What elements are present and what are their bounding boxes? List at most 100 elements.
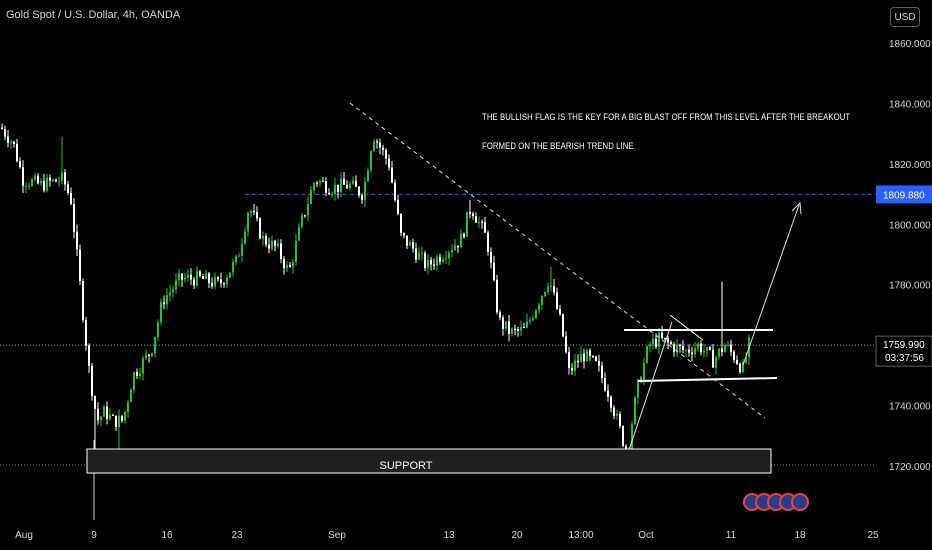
- candle-down: [19, 161, 21, 168]
- y-tick-label: 1740.000: [889, 402, 931, 413]
- candle-down: [562, 314, 564, 337]
- candle-down: [136, 372, 138, 376]
- candle-down: [601, 365, 603, 379]
- candle-down: [325, 181, 327, 193]
- candle-up: [478, 221, 480, 223]
- candle-up: [310, 190, 312, 204]
- candle-up: [160, 302, 162, 323]
- candle-down: [610, 396, 612, 408]
- candle-up: [421, 253, 423, 255]
- x-tick-label: 20: [511, 530, 523, 541]
- candle-down: [376, 141, 378, 143]
- candle-down: [439, 256, 441, 262]
- support-zone[interactable]: SUPPORT: [86, 448, 772, 474]
- candle-down: [661, 332, 663, 338]
- projection-arrow[interactable]: [742, 204, 800, 366]
- currency-button[interactable]: USD: [890, 7, 920, 27]
- candle-up: [31, 179, 33, 186]
- candle-up: [658, 332, 660, 347]
- price-axis: 1860.000 1840.000 1820.000 1800.000 1780.000…: [875, 39, 932, 473]
- candle-down: [16, 143, 18, 162]
- candle-up: [715, 356, 717, 368]
- candle-down: [382, 147, 384, 150]
- candle-up: [445, 258, 447, 260]
- candle-up: [427, 259, 429, 269]
- candle-up: [340, 178, 342, 192]
- candle-down: [289, 264, 291, 267]
- candle-up: [40, 180, 42, 184]
- candle-down: [556, 292, 558, 309]
- candle-up: [25, 185, 27, 187]
- candle-down: [709, 347, 711, 350]
- candle-up: [235, 255, 237, 263]
- candle-down: [604, 378, 606, 391]
- candle-up: [694, 348, 696, 355]
- support-label: SUPPORT: [380, 460, 433, 472]
- candle-down: [739, 363, 741, 372]
- candle-up: [226, 277, 228, 285]
- candle-down: [112, 414, 114, 416]
- candle-down: [361, 195, 363, 201]
- candle-up: [454, 245, 456, 251]
- candle-up: [313, 182, 315, 191]
- candle-down: [430, 259, 432, 265]
- candle-down: [523, 327, 525, 329]
- candle-up: [238, 255, 240, 257]
- candle-down: [343, 178, 345, 185]
- candle-down: [7, 136, 9, 143]
- candle-up: [505, 321, 507, 329]
- candle-down: [256, 212, 258, 219]
- candle-down: [265, 236, 267, 245]
- candle-down: [619, 414, 621, 427]
- candle-down: [328, 192, 330, 195]
- candle-up: [364, 181, 366, 201]
- candle-down: [55, 179, 57, 182]
- candle-down: [268, 244, 270, 249]
- candle-down: [424, 253, 426, 269]
- candle-up: [301, 215, 303, 227]
- candle-down: [91, 365, 93, 397]
- candle-down: [682, 346, 684, 351]
- candle-down: [4, 129, 6, 137]
- candle-up: [409, 242, 411, 246]
- countdown-text: 03:37:56: [885, 353, 924, 364]
- candle-up: [703, 350, 705, 353]
- candle-down: [415, 248, 417, 260]
- candle-down: [598, 360, 600, 366]
- candle-up: [529, 319, 531, 322]
- candle-down: [64, 172, 66, 185]
- y-tick-label: 1720.000: [889, 462, 931, 473]
- candle-down: [73, 204, 75, 232]
- candle-up: [61, 172, 63, 182]
- candle-down: [508, 321, 510, 334]
- candle-down: [736, 360, 738, 364]
- bearish-trend-line[interactable]: [349, 102, 766, 419]
- candle-up: [172, 289, 174, 293]
- candle-down: [259, 218, 261, 239]
- candle-up: [541, 295, 543, 305]
- candle-down: [406, 235, 408, 246]
- candle-down: [502, 317, 504, 329]
- candle-down: [394, 182, 396, 201]
- x-tick-label: 25: [867, 530, 879, 541]
- economic-events-icons[interactable]: [743, 493, 809, 511]
- x-tick-label: 23: [231, 530, 243, 541]
- candle-down: [13, 141, 15, 144]
- candle-up: [685, 349, 687, 351]
- candle-up: [526, 321, 528, 328]
- candle-up: [157, 322, 159, 338]
- candle-up: [277, 243, 279, 246]
- candle-down: [400, 214, 402, 233]
- flag-bottom-line[interactable]: [637, 377, 778, 382]
- candle-up: [466, 211, 468, 237]
- candle-down: [322, 180, 324, 182]
- candle-up: [250, 211, 252, 214]
- candle-down: [79, 249, 81, 281]
- candle-down: [391, 167, 393, 183]
- candle-down: [280, 243, 282, 259]
- candle-down: [475, 216, 477, 223]
- candle-up: [214, 277, 216, 287]
- candle-up: [451, 250, 453, 253]
- candle-up: [448, 252, 450, 259]
